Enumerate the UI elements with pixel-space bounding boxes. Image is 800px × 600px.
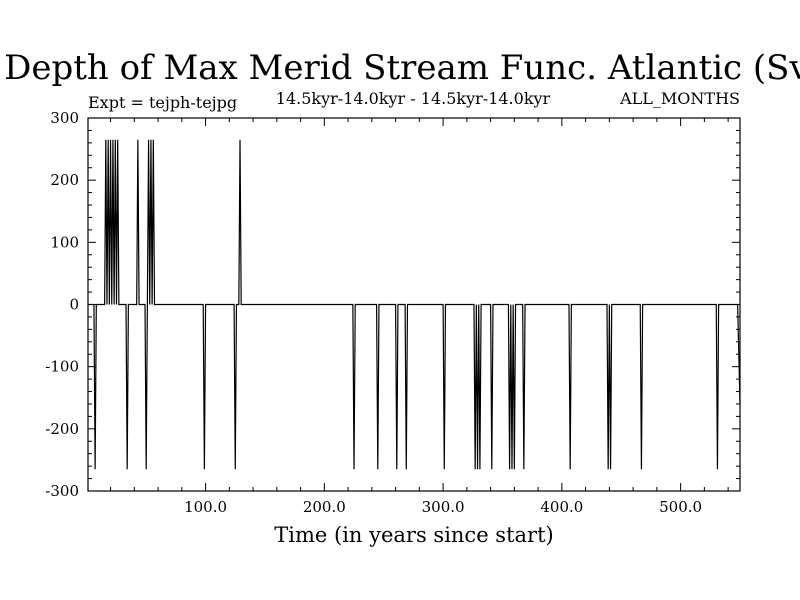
y-tick-label: 100: [50, 233, 79, 251]
x-axis-label: Time (in years since start): [274, 523, 553, 547]
axis-tick-labels: -300 -200 -100 0 100 200 300 100.0 200.0 300.0 400…: [45, 109, 702, 516]
chart-title: Depth of Max Merid Stream Func. Atlantic…: [4, 48, 800, 88]
y-tick-label: 0: [69, 296, 79, 314]
y-tick-label: 200: [50, 171, 79, 189]
chart-subtitle-right: ALL_MONTHS: [619, 89, 740, 108]
chart-subtitle-center: 14.5kyr-14.0kyr - 14.5kyr-14.0kyr: [276, 89, 551, 108]
y-tick-label: -100: [45, 358, 79, 376]
series-line: [88, 139, 741, 470]
y-tick-label: 300: [50, 109, 79, 127]
x-tick-label: 300.0: [422, 498, 465, 516]
chart-subtitle-left: Expt = tejph-tejpg: [88, 93, 237, 112]
axis-ticks: [88, 117, 740, 492]
x-tick-label: 100.0: [184, 498, 227, 516]
y-tick-label: -300: [45, 482, 79, 500]
x-tick-label: 200.0: [303, 498, 346, 516]
y-tick-label: -200: [45, 420, 79, 438]
x-tick-label: 400.0: [540, 498, 583, 516]
x-tick-label: 500.0: [659, 498, 702, 516]
